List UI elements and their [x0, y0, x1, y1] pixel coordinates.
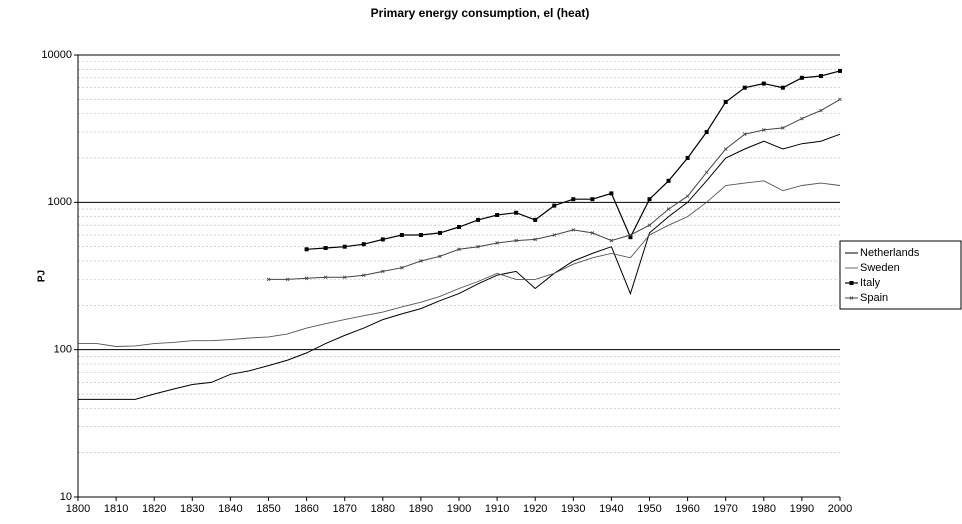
legend-box: [839, 240, 962, 310]
point-marker: [590, 231, 595, 235]
x-tick-label: 1930: [561, 503, 585, 515]
x-tick-label: 1990: [790, 503, 814, 515]
point-marker: [800, 116, 804, 121]
point-marker: [457, 247, 461, 252]
series-line: [78, 180, 841, 347]
point-marker: [323, 245, 328, 250]
x-tick-label: 1880: [371, 503, 395, 515]
x-tick-label: 1950: [637, 503, 661, 515]
x-tick-label: 1860: [294, 503, 318, 515]
point-marker: [476, 217, 481, 222]
series-line: [268, 98, 841, 280]
x-tick-label: 1940: [599, 503, 623, 515]
series-line: [306, 70, 841, 250]
point-marker: [609, 191, 614, 196]
x-tick-label: 1910: [485, 503, 509, 515]
point-marker: [552, 203, 557, 208]
chart-title: Primary energy consumption, el (heat): [371, 6, 590, 20]
point-marker: [457, 225, 461, 230]
x-tick-label: 1960: [675, 503, 699, 515]
point-marker: [838, 68, 842, 73]
point-marker: [399, 233, 404, 238]
point-marker: [476, 244, 480, 249]
point-marker: [685, 155, 690, 160]
legend-label: Italy: [860, 277, 881, 289]
point-marker: [437, 230, 442, 235]
legend-label: Netherlands: [860, 247, 920, 259]
point-marker: [666, 178, 671, 183]
legend-marker: [849, 281, 854, 285]
series-line: [78, 133, 841, 400]
x-tick-label: 1920: [523, 503, 547, 515]
point-marker: [552, 233, 557, 237]
point-marker: [495, 241, 499, 245]
point-marker: [742, 85, 747, 90]
point-marker: [514, 210, 519, 215]
point-marker: [742, 132, 747, 136]
point-marker: [781, 126, 785, 130]
legend-label: Sweden: [860, 262, 900, 274]
y-tick-label: 10000: [41, 49, 72, 61]
point-marker: [438, 254, 442, 259]
x-tick-label: 1800: [66, 503, 90, 515]
point-marker: [723, 99, 728, 104]
x-tick-label: 1850: [256, 503, 280, 515]
point-marker: [361, 242, 366, 247]
point-marker: [418, 233, 423, 238]
point-marker: [266, 277, 271, 282]
y-tick-label: 100: [54, 344, 72, 356]
point-marker: [647, 223, 652, 227]
point-marker: [571, 197, 576, 202]
point-marker: [304, 276, 309, 281]
x-tick-label: 1970: [713, 503, 737, 515]
point-marker: [571, 228, 576, 232]
y-axis-label: PJ: [37, 270, 48, 282]
point-marker: [361, 273, 366, 278]
point-marker: [628, 235, 633, 240]
point-marker: [381, 269, 385, 274]
point-marker: [533, 237, 537, 242]
point-marker: [342, 275, 347, 280]
point-marker: [380, 237, 385, 242]
point-marker: [342, 244, 347, 249]
legend-marker: [849, 296, 854, 300]
point-marker: [666, 207, 671, 211]
point-marker: [761, 81, 766, 86]
point-marker: [323, 275, 328, 280]
point-marker: [514, 238, 518, 243]
point-marker: [838, 97, 842, 102]
point-marker: [304, 247, 309, 252]
y-tick-label: 10: [60, 491, 72, 503]
x-tick-label: 1830: [180, 503, 204, 515]
point-marker: [704, 170, 709, 175]
point-marker: [780, 85, 785, 90]
x-tick-label: 1840: [218, 503, 242, 515]
point-marker: [762, 128, 766, 132]
point-marker: [704, 130, 709, 135]
x-tick-label: 1900: [447, 503, 471, 515]
point-marker: [819, 108, 823, 113]
x-tick-label: 1870: [332, 503, 356, 515]
point-marker: [818, 74, 823, 79]
legend-label: Spain: [860, 292, 888, 304]
point-marker: [590, 197, 595, 202]
x-tick-label: 1820: [142, 503, 166, 515]
point-marker: [285, 277, 290, 282]
x-tick-label: 1810: [104, 503, 128, 515]
x-tick-label: 1890: [409, 503, 433, 515]
point-marker: [647, 197, 652, 202]
point-marker: [533, 217, 538, 222]
point-marker: [799, 75, 804, 80]
x-tick-label: 2000: [828, 503, 852, 515]
x-tick-label: 1980: [752, 503, 776, 515]
point-marker: [419, 259, 423, 263]
point-marker: [495, 213, 500, 218]
point-marker: [685, 194, 690, 199]
y-tick-label: 1000: [48, 196, 72, 208]
point-marker: [628, 233, 633, 237]
point-marker: [400, 265, 404, 270]
point-marker: [723, 147, 728, 151]
point-marker: [609, 238, 614, 243]
